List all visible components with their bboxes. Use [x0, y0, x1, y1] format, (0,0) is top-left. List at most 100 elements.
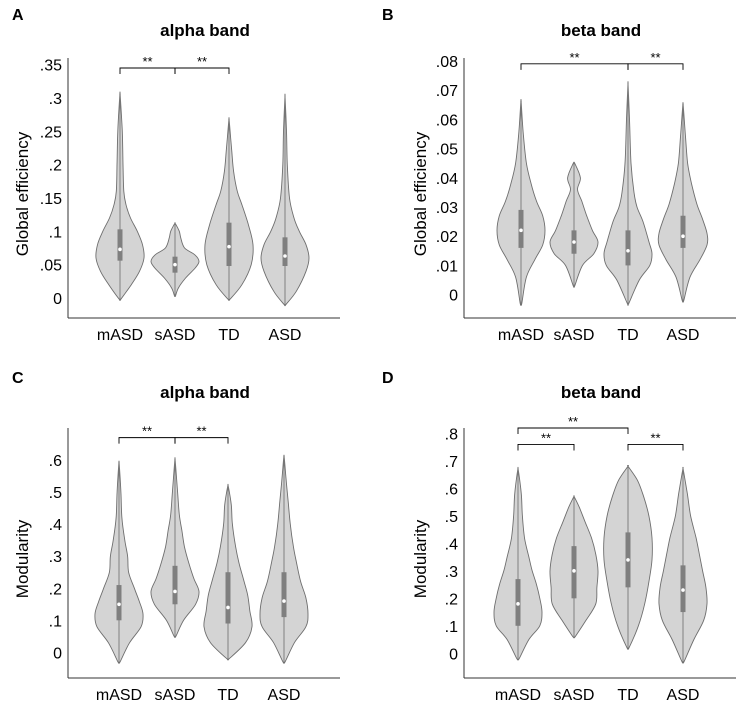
iqr-box-td: [225, 572, 231, 624]
axes: [67, 58, 340, 319]
significance-bracket: [517, 444, 575, 451]
x-tick-label: mASD: [495, 687, 541, 702]
axes: [67, 428, 340, 679]
y-tick-label: .4: [49, 517, 62, 534]
y-axis-label: Global efficiency: [411, 131, 430, 256]
y-tick-label: .05: [436, 142, 458, 159]
significance-bracket: [174, 67, 230, 74]
significance-stars: **: [569, 50, 579, 65]
y-tick-label: .1: [49, 613, 62, 630]
x-tick-label: sASD: [155, 327, 196, 344]
y-tick-label: .03: [436, 200, 458, 217]
panel-label: B: [382, 7, 394, 24]
y-axis-label: Modularity: [13, 519, 32, 598]
x-tick-label: ASD: [268, 687, 301, 702]
x-tick-label: ASD: [667, 327, 700, 344]
y-tick-label: 0: [53, 291, 62, 308]
x-tick-label: sASD: [155, 687, 196, 702]
median-dot-masd: [118, 247, 122, 252]
y-tick-label: .2: [49, 158, 62, 175]
y-tick-label: .06: [436, 112, 458, 129]
y-tick-label: .04: [436, 171, 458, 188]
y-tick-label: .5: [49, 485, 62, 502]
x-tick-label: mASD: [97, 327, 143, 344]
median-dot-asd: [681, 588, 685, 592]
chart-title: alpha band: [160, 21, 250, 40]
significance-stars: **: [196, 424, 206, 439]
significance-stars: **: [142, 54, 152, 69]
significance-bracket: [627, 444, 684, 451]
iqr-box-asd: [282, 237, 288, 266]
y-tick-label: .3: [49, 549, 62, 566]
significance-stars: **: [650, 430, 660, 445]
significance-bracket: [627, 63, 684, 70]
y-tick-label: .15: [40, 191, 62, 208]
y-tick-label: .35: [40, 58, 62, 75]
y-tick-label: .02: [436, 229, 458, 246]
median-dot-asd: [681, 234, 685, 239]
x-tick-label: sASD: [554, 327, 595, 344]
iqr-box-td: [226, 222, 232, 266]
y-tick-label: 0: [449, 288, 458, 305]
significance-stars: **: [197, 54, 207, 69]
median-dot-td: [226, 605, 230, 610]
y-tick-label: .4: [445, 536, 458, 553]
y-tick-label: .1: [445, 619, 458, 636]
x-tick-label: TD: [217, 687, 238, 702]
x-tick-label: sASD: [554, 687, 595, 702]
significance-bracket: [517, 427, 629, 434]
panel-label: C: [12, 370, 24, 387]
x-tick-label: ASD: [269, 327, 302, 344]
axes: [463, 58, 736, 319]
y-tick-label: .6: [445, 481, 458, 498]
y-tick-label: 0: [53, 645, 62, 662]
y-tick-label: .08: [436, 54, 458, 71]
chart-title: alpha band: [160, 383, 250, 402]
y-tick-label: .05: [40, 258, 62, 275]
y-tick-label: .07: [436, 83, 458, 100]
median-dot-sasd: [572, 240, 576, 244]
y-tick-label: .1: [49, 224, 62, 241]
y-tick-label: .7: [445, 454, 458, 471]
y-tick-label: 0: [449, 646, 458, 663]
significance-stars: **: [142, 424, 152, 439]
median-dot-sasd: [173, 589, 177, 594]
y-tick-label: .2: [49, 581, 62, 598]
iqr-box-masd: [117, 229, 123, 261]
y-axis-label: Modularity: [411, 519, 430, 598]
y-axis-label: Global efficiency: [13, 131, 32, 256]
iqr-box-asd: [281, 572, 287, 618]
median-dot-sasd: [173, 262, 177, 267]
x-tick-label: mASD: [96, 687, 142, 702]
median-dot-asd: [283, 254, 287, 258]
x-tick-label: TD: [617, 687, 638, 702]
y-tick-label: .2: [445, 591, 458, 608]
significance-stars: **: [568, 414, 578, 429]
y-tick-label: .6: [49, 453, 62, 470]
median-dot-masd: [117, 602, 121, 607]
median-dot-asd: [282, 599, 286, 603]
x-tick-label: mASD: [498, 327, 544, 344]
x-tick-label: TD: [617, 327, 638, 344]
chart-title: beta band: [561, 383, 641, 402]
axes: [463, 428, 736, 679]
iqr-box-td: [625, 230, 631, 266]
chart-title: beta band: [561, 21, 641, 40]
iqr-box-asd: [680, 215, 686, 248]
y-tick-label: .5: [445, 509, 458, 526]
significance-stars: **: [541, 430, 551, 445]
panel-label: A: [12, 7, 24, 24]
x-tick-label: TD: [218, 327, 239, 344]
y-tick-label: .25: [40, 124, 62, 141]
y-tick-label: .01: [436, 258, 458, 275]
y-tick-label: .3: [49, 91, 62, 108]
median-dot-td: [227, 244, 231, 249]
median-dot-td: [626, 558, 630, 562]
median-dot-masd: [516, 602, 520, 606]
significance-bracket: [174, 437, 229, 444]
